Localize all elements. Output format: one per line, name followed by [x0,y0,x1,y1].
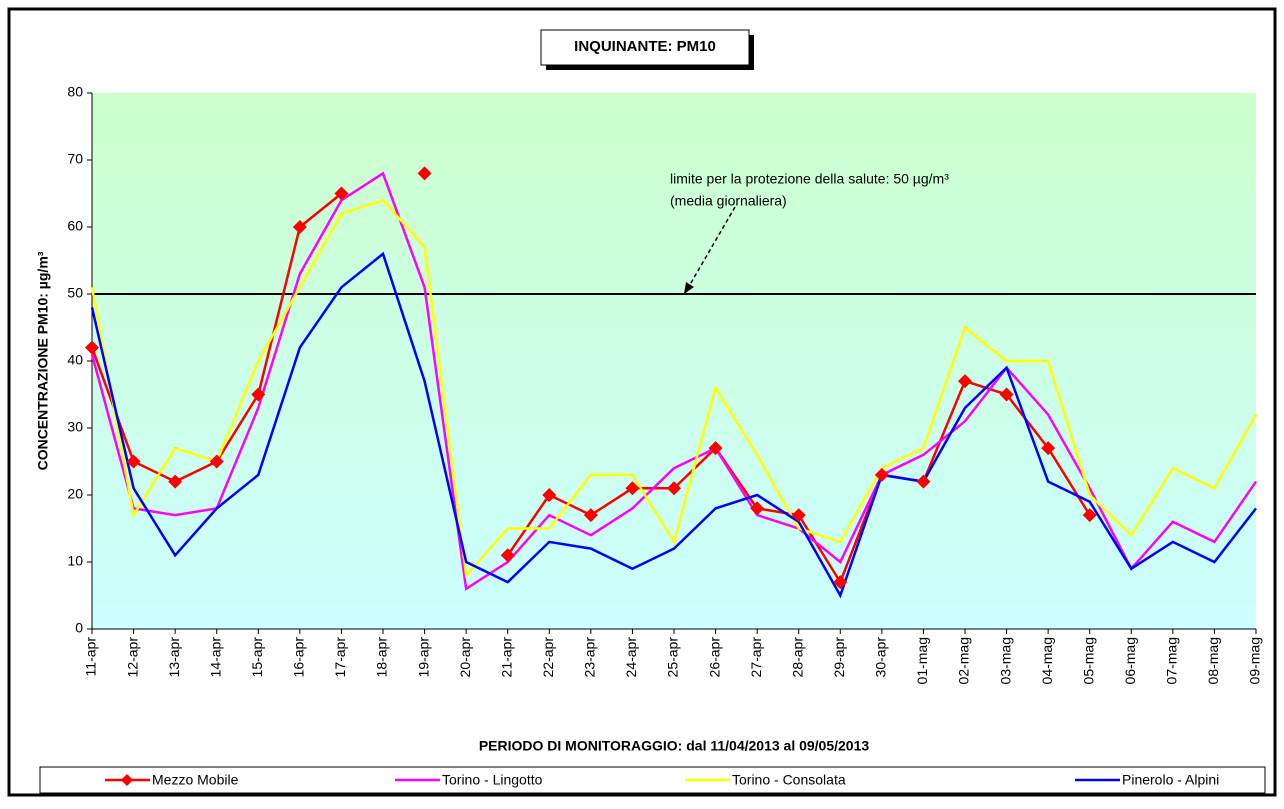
marker [583,508,598,523]
x-tick-label: 17-apr [332,637,348,678]
annotation: (media giornaliera) [670,193,787,209]
x-tick-label: 15-apr [249,637,265,678]
x-tick-label: 05-mag [1080,637,1096,684]
x-tick-label: 16-apr [291,637,307,678]
marker [1082,508,1097,523]
annotation: limite per la protezione della salute: 5… [670,171,949,187]
marker [833,575,848,590]
x-tick-label: 14-apr [207,637,223,678]
y-tick-label: 40 [67,352,83,368]
y-axis-title: CONCENTRAZIONE PM10: µg/m³ [35,251,51,470]
x-tick-label: 08-mag [1205,637,1221,684]
x-tick-label: 12-apr [124,637,140,678]
annotation-arrow [687,206,736,289]
y-tick-label: 0 [75,620,83,636]
x-tick-label: 03-mag [997,637,1013,684]
y-tick-label: 30 [67,419,83,435]
x-axis-title: PERIODO DI MONITORAGGIO: dal 11/04/2013 … [479,738,870,754]
series-line [90,251,1257,599]
marker [126,454,141,469]
x-tick-label: 06-mag [1122,637,1138,684]
x-tick-label: 24-apr [623,637,639,678]
marker [750,501,765,516]
x-tick-label: 22-apr [540,637,556,678]
marker [667,481,681,496]
marker [500,548,515,563]
marker [168,474,183,489]
x-tick-label: 19-apr [415,637,431,678]
x-tick-label: 28-apr [789,637,805,678]
x-tick-label: 20-apr [457,637,473,678]
marker [334,186,349,201]
y-tick-label: 70 [67,151,83,167]
y-tick-label: 80 [67,84,83,100]
x-tick-label: 13-apr [166,637,182,678]
y-tick-label: 20 [67,486,83,502]
x-tick-label: 30-apr [873,637,889,678]
legend [39,766,1266,794]
marker [958,374,972,389]
y-tick-label: 60 [67,218,83,234]
x-tick-label: 01-mag [914,637,930,684]
x-tick-label: 07-mag [1164,637,1180,684]
legend-label: Torino - Consolata [732,772,846,788]
marker [625,481,640,496]
x-tick-label: 27-apr [748,637,764,678]
marker [708,441,723,456]
marker [999,387,1014,402]
x-tick-label: 29-apr [831,637,847,678]
marker [1041,441,1056,456]
legend-label: Mezzo Mobile [152,772,239,788]
legend-label: Torino - Lingotto [442,772,543,788]
marker [417,166,432,181]
arrow-head [684,282,694,294]
x-tick-label: 11-apr [83,637,99,677]
marker [791,508,806,523]
x-tick-label: 02-mag [956,637,972,684]
marker [916,474,931,489]
marker [874,467,889,482]
series-line [90,198,1258,579]
marker [251,387,266,402]
marker [209,454,224,469]
chart-title: INQUINANTE: PM10 [574,38,716,55]
marker [85,340,99,355]
legend-marker [121,774,133,786]
x-tick-label: 26-apr [706,637,722,678]
x-tick-label: 04-mag [1039,637,1055,684]
legend-label: Pinerolo - Alpini [1122,772,1219,788]
x-tick-label: 21-apr [498,637,514,678]
y-tick-label: 10 [67,553,83,569]
x-tick-label: 09-mag [1247,637,1263,684]
marker [292,220,307,234]
series-line [90,171,1258,591]
marker [542,488,557,502]
x-tick-label: 23-apr [582,637,598,678]
x-tick-label: 18-apr [374,637,390,678]
y-tick-label: 50 [67,285,83,301]
title-box [540,29,750,66]
x-tick-label: 25-apr [665,637,681,678]
